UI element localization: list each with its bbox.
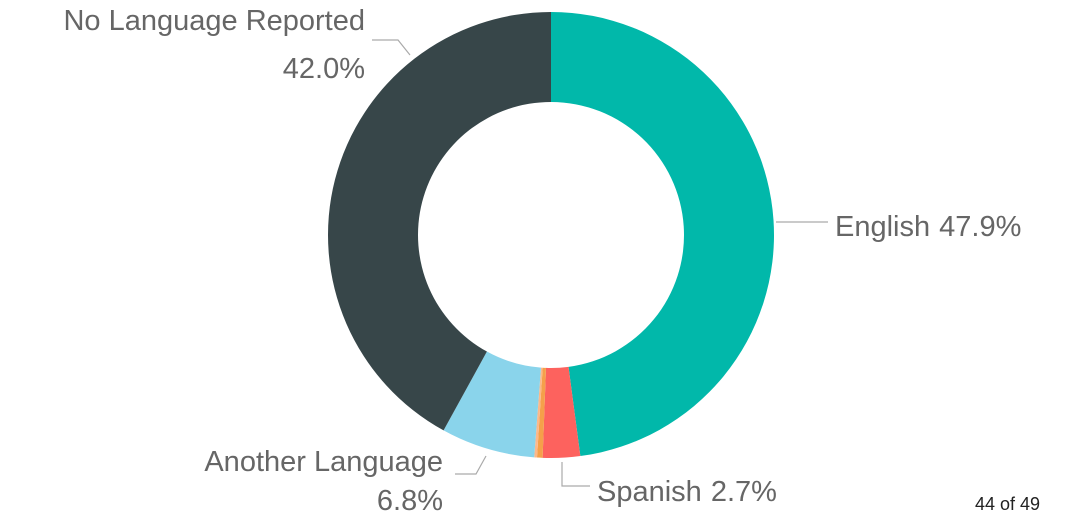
page-label: 44 of 49 (975, 494, 1040, 514)
data-label: Spanish 2.7% (597, 476, 777, 508)
value-label: 42.0% (283, 53, 365, 85)
leader-line (372, 39, 411, 56)
data-label: 6.8% (377, 485, 443, 517)
donut-slice (328, 12, 551, 431)
donut-slice (542, 366, 581, 459)
donut-slice (534, 367, 543, 458)
data-label: English 47.9% (835, 211, 1021, 243)
category-label: No Language Reported (63, 5, 365, 37)
data-label: 42.0% (283, 53, 365, 85)
leader-line (561, 462, 590, 487)
category-label: Another Language (204, 446, 443, 478)
donut-slice (443, 351, 541, 458)
value-label: 6.8% (377, 485, 443, 517)
value-label: 47.9% (939, 211, 1021, 243)
category-label: English (835, 211, 930, 243)
leader-line (455, 455, 487, 475)
data-label: No Language Reported (63, 5, 365, 37)
value-label: 2.7% (711, 476, 777, 508)
donut-slice (551, 11, 775, 457)
donut-slice (536, 367, 546, 458)
data-label: Another Language (204, 446, 443, 478)
category-label: Spanish (597, 476, 702, 508)
